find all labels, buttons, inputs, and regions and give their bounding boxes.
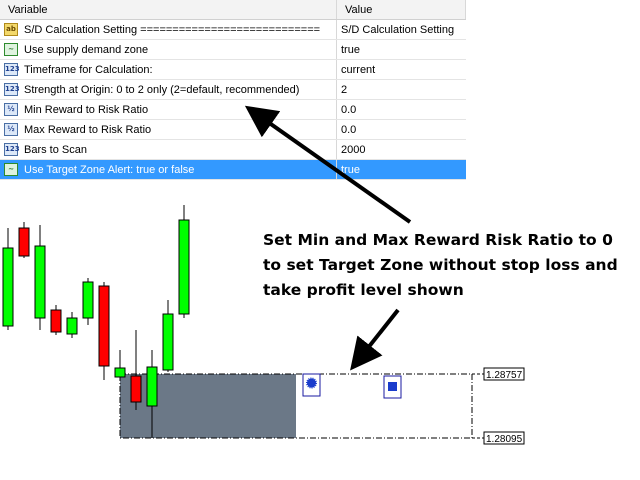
star-marker-icon: [306, 377, 317, 389]
price-label: 1.28095: [486, 434, 523, 445]
double-icon: ½: [4, 123, 18, 136]
bullish-candle: [34, 245, 46, 319]
bearish-candle: [50, 309, 62, 333]
property-row[interactable]: 123 Bars to Scan 2000: [0, 139, 466, 160]
property-row[interactable]: ~ Use supply demand zone true: [0, 39, 466, 60]
square-marker-icon: [388, 382, 397, 391]
column-header-variable[interactable]: Variable: [0, 0, 337, 20]
property-value[interactable]: current: [336, 59, 466, 80]
arrow-to-target-zone: [350, 308, 400, 371]
int-icon: 123: [4, 63, 20, 76]
property-row[interactable]: 123 Timeframe for Calculation: current: [0, 59, 466, 80]
bearish-candle: [18, 227, 30, 257]
bullish-candle: [66, 317, 78, 335]
property-value[interactable]: true: [336, 159, 466, 180]
property-name: Max Reward to Risk Ratio: [24, 123, 152, 136]
inputs-property-grid: Variable Value ab S/D Calculation Setting…: [0, 0, 466, 180]
bool-icon: ~: [4, 43, 18, 56]
annotation-text: Set Min and Max Reward Risk Ratio to 0 t…: [263, 228, 623, 303]
property-row[interactable]: 123 Strength at Origin: 0 to 2 only (2=de…: [0, 79, 466, 100]
target-zone-outline: [119, 373, 473, 439]
property-name: Strength at Origin: 0 to 2 only (2=defau…: [24, 83, 300, 96]
bullish-candle: [2, 247, 14, 327]
annotation-line: Set Min and Max Reward Risk Ratio to 0: [263, 231, 613, 249]
bullish-candle: [82, 281, 94, 319]
property-name-cell[interactable]: ~ Use supply demand zone: [0, 39, 337, 60]
price-label-box: [483, 431, 525, 445]
property-name: Min Reward to Risk Ratio: [24, 103, 149, 116]
double-icon: ½: [4, 103, 18, 116]
price-label: 1.28757: [486, 370, 523, 381]
property-value[interactable]: 0.0: [336, 119, 466, 140]
property-value[interactable]: 2000: [336, 139, 466, 160]
property-name-cell[interactable]: ab S/D Calculation Setting ==============…: [0, 19, 337, 40]
demand-zone: [120, 374, 296, 438]
price-label-box: [483, 367, 525, 381]
bool-icon: ~: [4, 163, 18, 176]
arrow-to-reward-settings: [244, 105, 412, 224]
bullish-candle: [178, 219, 190, 315]
bearish-candle: [98, 285, 110, 367]
bullish-candle: [114, 367, 126, 378]
property-value[interactable]: S/D Calculation Setting: [336, 19, 466, 40]
property-name: Use supply demand zone: [24, 43, 149, 56]
property-name-cell[interactable]: ~ Use Target Zone Alert: true or false: [0, 159, 337, 180]
property-name-cell[interactable]: 123 Bars to Scan: [0, 139, 337, 160]
annotation-line: to set Target Zone without stop loss and: [263, 256, 618, 274]
property-value[interactable]: true: [336, 39, 466, 60]
property-row[interactable]: ~ Use Target Zone Alert: true or false tru…: [0, 159, 466, 180]
property-name-cell[interactable]: 123 Timeframe for Calculation:: [0, 59, 337, 80]
int-icon: 123: [4, 83, 20, 96]
int-icon: 123: [4, 143, 20, 156]
grid-header: Variable Value: [0, 0, 466, 20]
ab-string-icon: ab: [4, 23, 18, 36]
property-value[interactable]: 0.0: [336, 99, 466, 120]
property-name: Timeframe for Calculation:: [24, 63, 153, 76]
column-header-value[interactable]: Value: [336, 0, 466, 20]
property-row[interactable]: ab S/D Calculation Setting ==============…: [0, 19, 466, 40]
annotation-line: take profit level shown: [263, 281, 464, 299]
bullish-candle: [162, 313, 174, 371]
property-name-cell[interactable]: 123 Strength at Origin: 0 to 2 only (2=de…: [0, 79, 337, 100]
property-name: Use Target Zone Alert: true or false: [24, 163, 195, 176]
property-name: Bars to Scan: [24, 143, 87, 156]
bullish-candle: [146, 366, 158, 407]
bearish-candle: [130, 375, 142, 403]
property-value[interactable]: 2: [336, 79, 466, 100]
property-name: S/D Calculation Setting ================…: [24, 23, 321, 36]
